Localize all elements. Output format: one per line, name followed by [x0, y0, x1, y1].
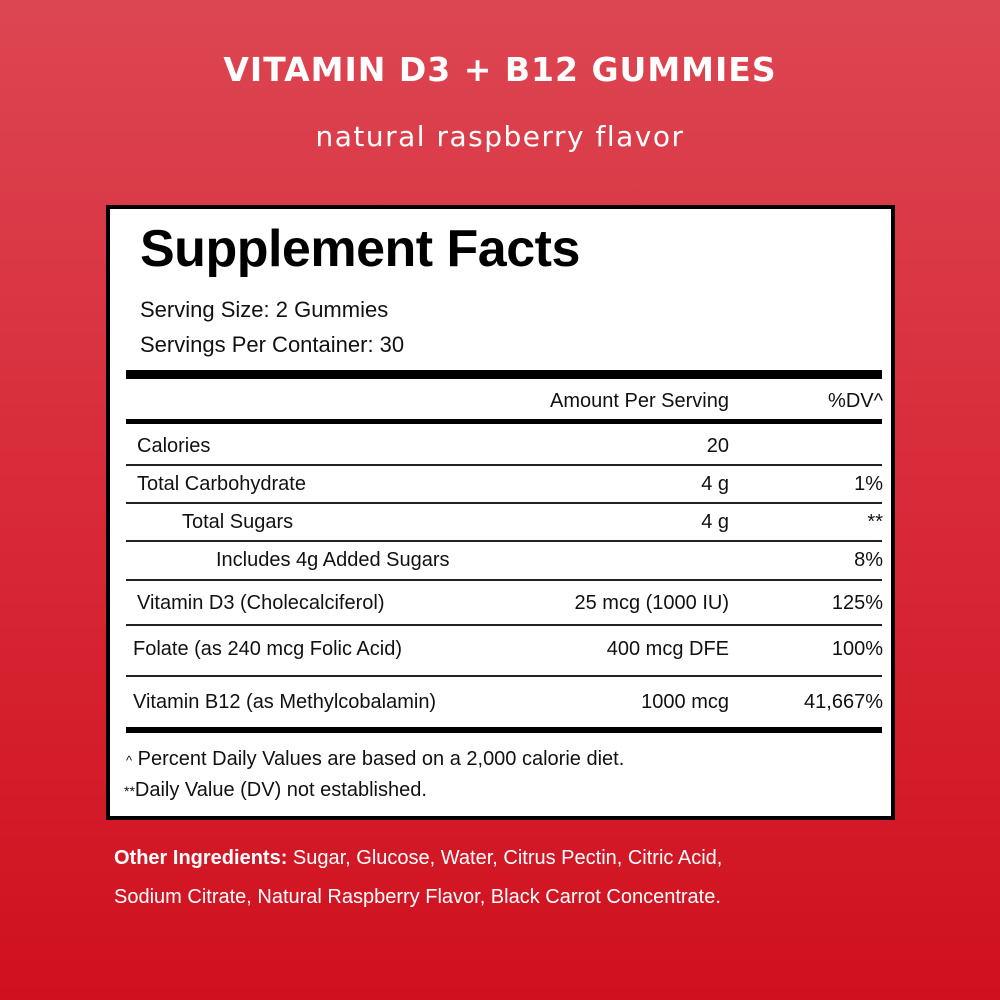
serving-size: Serving Size: 2 Gummies: [140, 297, 389, 322]
footnote-mark: **: [124, 783, 135, 799]
row-label: Calories: [137, 435, 211, 457]
row-label: Includes 4g Added Sugars: [216, 549, 450, 571]
col-amount: Amount Per Serving: [550, 390, 729, 412]
ingredients-line1: Sugar, Glucose, Water, Citrus Pectin, Ci…: [287, 847, 723, 869]
divider: [126, 464, 882, 466]
row-dv: 1%: [854, 473, 883, 495]
divider: [126, 540, 882, 542]
ingredients-label: Other Ingredients:: [114, 847, 288, 869]
divider-thick: [126, 727, 882, 733]
divider-thick: [126, 370, 882, 379]
row-label: Vitamin B12 (as Methylcobalamin): [133, 691, 437, 713]
row-dv: 125%: [831, 592, 883, 614]
row-amount: 20: [706, 435, 729, 457]
ingredients-line2: Sodium Citrate, Natural Raspberry Flavor…: [114, 886, 721, 908]
servings-per-container: Servings Per Container: 30: [140, 332, 405, 357]
row-amount: 25 mcg (1000 IU): [574, 592, 729, 614]
footnote-dv: ^ Percent Daily Values are based on a 2,…: [126, 748, 624, 771]
divider: [126, 675, 882, 677]
footnote-mark: ^: [126, 753, 133, 768]
row-label: Vitamin D3 (Cholecalciferol): [137, 592, 385, 614]
footnote-text: Daily Value (DV) not established.: [134, 779, 427, 801]
divider: [126, 502, 882, 504]
row-amount: 400 mcg DFE: [606, 638, 729, 660]
row-dv: **: [867, 511, 883, 533]
row-label: Total Carbohydrate: [137, 473, 306, 495]
row-amount: 4 g: [701, 473, 729, 495]
product-subtitle: natural raspberry flavor: [315, 120, 685, 153]
col-dv: %DV^: [828, 390, 883, 412]
row-dv: 8%: [854, 549, 883, 571]
facts-title: Supplement Facts: [140, 220, 580, 278]
row-label: Total Sugars: [182, 511, 294, 533]
row-amount: 4 g: [701, 511, 729, 533]
footnote-text: Percent Daily Values are based on a 2,00…: [137, 748, 625, 770]
supplement-facts-panel: Supplement Facts Serving Size: 2 Gummies…: [106, 205, 895, 820]
row-amount: 1000 mcg: [641, 691, 729, 713]
divider: [126, 624, 882, 626]
footnote-not-established: **Daily Value (DV) not established.: [124, 779, 427, 802]
row-label: Folate (as 240 mcg Folic Acid): [133, 638, 402, 660]
product-title: VITAMIN D3 + B12 GUMMIES: [223, 50, 777, 89]
divider-medium: [126, 419, 882, 424]
other-ingredients: Other Ingredients: Sugar, Glucose, Water…: [114, 847, 722, 870]
row-dv: 41,667%: [804, 691, 883, 713]
row-dv: 100%: [831, 638, 883, 660]
divider: [126, 579, 882, 581]
